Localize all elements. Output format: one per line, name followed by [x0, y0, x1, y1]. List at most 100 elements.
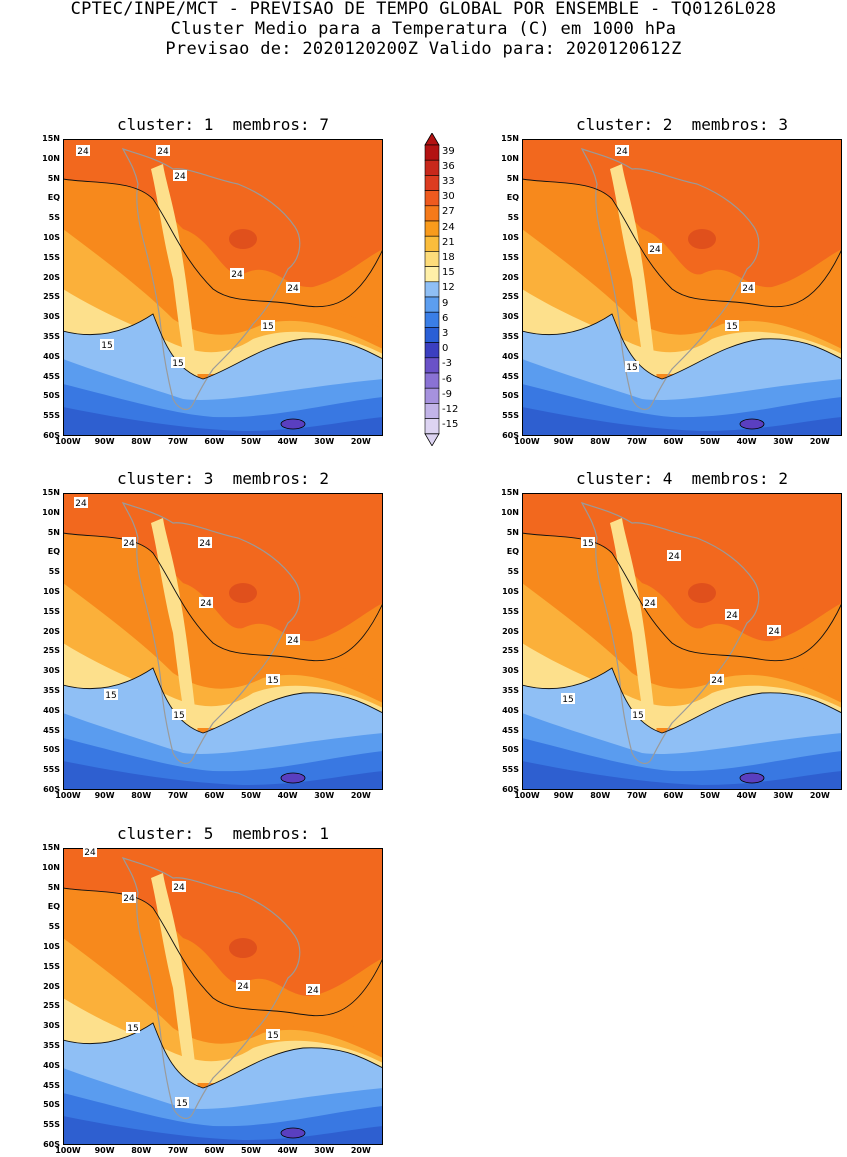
map-panel-4: cluster: 4 membros: 22424242424241515151…	[501, 469, 842, 800]
lon-tick-label: 30W	[773, 437, 794, 446]
contour-label: 24	[122, 537, 136, 549]
lon-tick-label: 90W	[94, 1146, 115, 1155]
contour-label: 15	[171, 357, 185, 369]
lon-tick-label: 40W	[736, 791, 757, 800]
temperature-map: 242424242424151515	[522, 493, 842, 790]
lat-tick-label: 5S	[48, 567, 60, 577]
lon-tick-label: 20W	[809, 791, 830, 800]
lat-tick-label: 40S	[43, 705, 60, 715]
contour-label: 24	[648, 243, 662, 255]
lon-tick-label: 30W	[314, 1146, 335, 1155]
svg-text:15: 15	[726, 322, 737, 332]
lat-tick-label: 35S	[502, 686, 519, 695]
lon-tick-label: 60W	[663, 791, 684, 800]
cluster-label: cluster: 4	[576, 469, 673, 488]
lat-tick-label: 5N	[47, 882, 60, 892]
svg-text:24: 24	[711, 676, 723, 686]
lat-tick-label: 55S	[43, 765, 60, 775]
contour-label: 24	[156, 145, 170, 157]
lon-tick-label: 20W	[350, 437, 371, 446]
lat-tick-label: 25S	[43, 646, 60, 656]
lat-tick-label: 55S	[43, 411, 60, 421]
lat-tick-label: 5S	[48, 922, 60, 932]
lon-tick-label: 90W	[94, 437, 115, 446]
contour-label: 24	[83, 848, 97, 858]
colorbar-swatch	[424, 281, 440, 298]
svg-text:15: 15	[267, 1031, 278, 1041]
colorbar-tick-label: 27	[442, 206, 455, 218]
lon-tick-label: 70W	[626, 437, 647, 446]
lat-tick-label: 15S	[43, 252, 60, 262]
lat-tick-label: 30S	[43, 1021, 60, 1031]
lat-tick-label: 5S	[507, 567, 519, 577]
lon-tick-label: 70W	[167, 437, 188, 446]
lat-tick-label: 60S	[502, 785, 519, 794]
svg-text:24: 24	[173, 883, 185, 893]
lat-tick-label: 45S	[43, 725, 60, 735]
lat-tick-label: 10S	[43, 233, 60, 242]
lat-tick-label: EQ	[47, 193, 60, 203]
lat-tick-label: 25S	[502, 646, 519, 656]
contour-label: 24	[741, 282, 755, 294]
lon-tick-label: 40W	[277, 791, 298, 800]
colorbar-tick-label: 18	[442, 252, 455, 263]
colorbar-tick-label: -6	[442, 373, 452, 385]
lon-tick-label: 90W	[553, 437, 574, 446]
lon-tick-label: 30W	[314, 437, 335, 446]
colorbar-tick-label: 0	[442, 343, 449, 355]
lat-tick-label: 5N	[47, 527, 60, 537]
temperature-map: 24 24 24 24 24 15 15 15	[63, 848, 383, 1145]
panel-title: cluster: 1 membros: 7	[63, 115, 383, 134]
colorbar-tick-label: 36	[442, 160, 455, 172]
svg-text:15: 15	[172, 359, 183, 369]
lon-tick-label: 80W	[131, 1146, 152, 1155]
lon-tick-label: 50W	[241, 791, 261, 800]
lat-tick-label: 15N	[42, 843, 60, 852]
contour-label: 24	[725, 609, 739, 621]
colorbar-swatch	[424, 418, 440, 435]
svg-text:24: 24	[199, 539, 211, 549]
svg-text:24: 24	[307, 986, 319, 996]
lat-tick-label: EQ	[506, 193, 519, 203]
lon-tick-label: 60W	[663, 437, 684, 446]
colorbar-swatch	[424, 190, 440, 207]
temperature-map: 24 24 24 24 24 15 15 15	[63, 139, 383, 436]
temperature-map: 24 24 24 15 15	[522, 139, 842, 436]
header-line-1: CPTEC/INPE/MCT - PREVISAO DE TEMPO GLOBA…	[70, 0, 777, 19]
lat-tick-label: 5S	[507, 213, 519, 223]
lat-tick-label: 25S	[43, 292, 60, 302]
lat-tick-label: 20S	[43, 272, 60, 282]
temperature-map: 24 24 24 24 24 15 15 15	[63, 493, 383, 790]
members-label: membros: 2	[691, 469, 788, 488]
lat-tick-label: 45S	[43, 371, 60, 381]
cluster-label: cluster: 2	[576, 115, 673, 134]
contour-label: 15	[625, 361, 639, 373]
lat-tick-label: 30S	[502, 666, 519, 676]
contour-label: 15	[175, 1097, 189, 1109]
lon-tick-label: 100W	[514, 437, 540, 446]
lat-tick-label: 30S	[43, 666, 60, 676]
contour-label: 24	[198, 537, 212, 549]
panel-title: cluster: 5 membros: 1	[63, 824, 383, 843]
lat-tick-label: 40S	[43, 1060, 60, 1070]
colorbar-swatch	[424, 266, 440, 283]
colorbar-tick-label: -3	[442, 358, 452, 370]
lat-tick-label: 50S	[43, 745, 60, 755]
lat-tick-label: 20S	[43, 626, 60, 636]
members-label: membros: 3	[691, 115, 788, 134]
lat-tick-label: 50S	[43, 391, 60, 401]
lon-tick-label: 50W	[700, 791, 720, 800]
lat-tick-label: 10S	[43, 942, 60, 951]
colorbar-swatch	[424, 144, 440, 161]
lat-tick-label: 20S	[502, 626, 519, 636]
map-panel-3: cluster: 3 membros: 2 24 24 24 24 24 15 15 15 15N…	[42, 469, 383, 800]
svg-text:24: 24	[616, 147, 628, 157]
lat-tick-label: EQ	[506, 547, 519, 557]
lon-tick-label: 80W	[590, 791, 611, 800]
svg-text:24: 24	[644, 599, 656, 609]
members-label: membros: 2	[232, 469, 329, 488]
contour-label: 24	[199, 597, 213, 609]
colorbar-tick-label: -15	[442, 419, 459, 431]
lat-tick-label: 10N	[42, 153, 60, 163]
lat-tick-label: 15N	[42, 134, 60, 143]
